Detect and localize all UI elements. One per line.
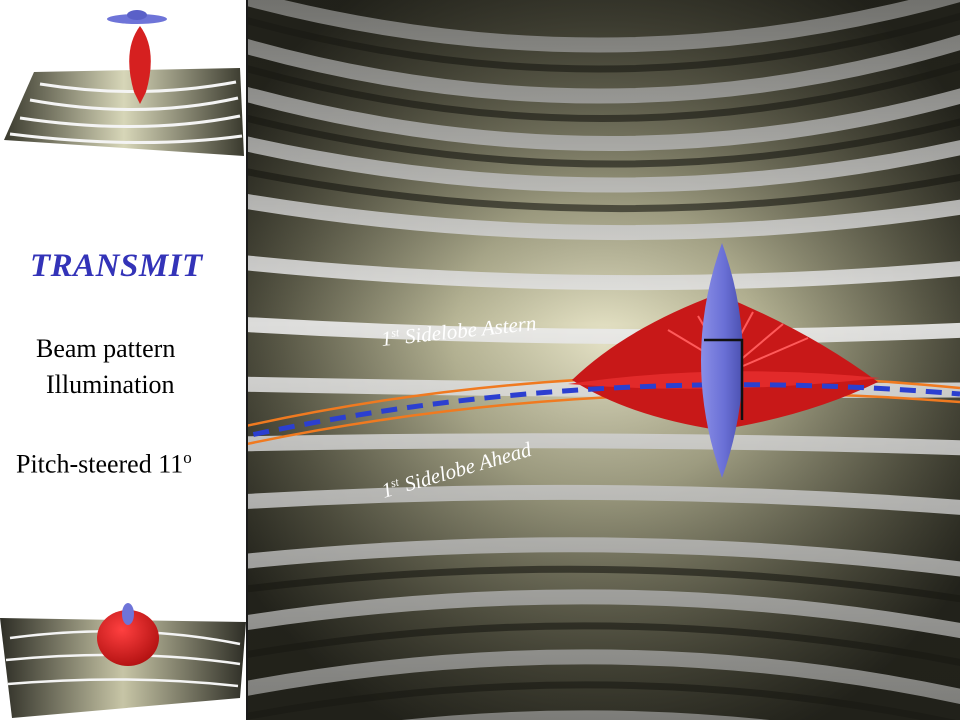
caption-pitch-text: Pitch-steered 11 bbox=[16, 449, 184, 479]
thumb-vessel-icon bbox=[122, 603, 134, 625]
left-panel: TRANSMIT Beam pattern Illumination Pitch… bbox=[0, 0, 246, 720]
thumb-stripe bbox=[19, 114, 241, 129]
caption-illumination: Illumination bbox=[46, 370, 175, 399]
caption-beam-pattern: Beam pattern bbox=[36, 334, 176, 363]
thumb-stripe bbox=[29, 96, 239, 112]
top-beam-thumbnail bbox=[4, 10, 244, 156]
panel-divider bbox=[246, 0, 248, 720]
heading-indicator-icon bbox=[704, 338, 744, 420]
thumb-seafloor bbox=[0, 618, 246, 718]
main-illumination-view: 1st Sidelobe Astern 1st Sidelobe Ahead bbox=[248, 0, 960, 720]
caption-pitch-steered: Pitch-steered 11o bbox=[16, 448, 192, 480]
ship-track-line bbox=[248, 382, 960, 439]
caption-pitch-degree: o bbox=[183, 448, 192, 467]
thumb-stripe bbox=[9, 132, 243, 145]
thumb-stripe bbox=[7, 678, 239, 688]
swath-lower-line bbox=[248, 392, 960, 446]
bottom-beam-thumbnail bbox=[0, 603, 246, 718]
vessel-hull-icon bbox=[701, 243, 743, 478]
thumb-beam-sphere bbox=[97, 610, 159, 666]
thumb-vessel-icon bbox=[127, 10, 147, 20]
thumb-beam-lobe bbox=[129, 26, 151, 104]
illumination-canvas: 1st Sidelobe Astern 1st Sidelobe Ahead bbox=[248, 0, 960, 720]
panel-title: TRANSMIT bbox=[30, 248, 203, 284]
